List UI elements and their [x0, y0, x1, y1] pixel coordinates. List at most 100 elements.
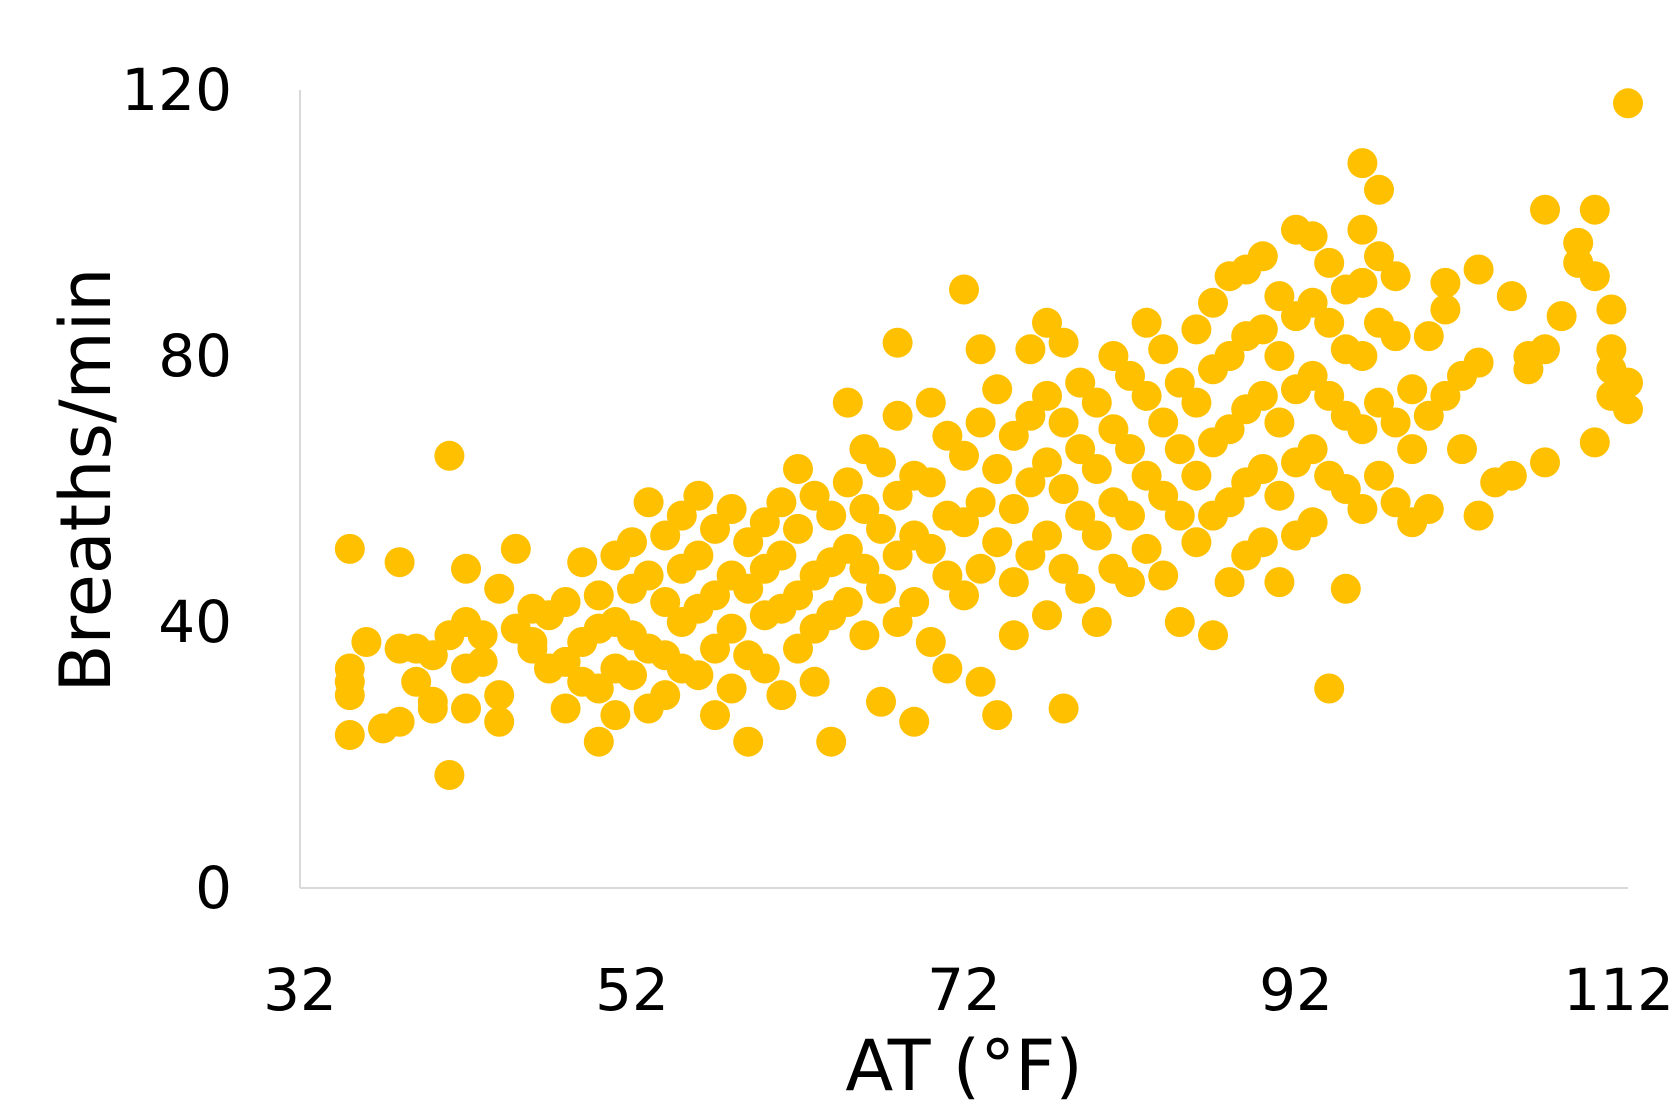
- data-point: [1148, 561, 1178, 591]
- data-point: [833, 467, 863, 497]
- data-point: [484, 707, 514, 737]
- data-point: [1314, 308, 1344, 338]
- data-point: [1082, 454, 1112, 484]
- data-point: [1347, 414, 1377, 444]
- data-point: [1015, 334, 1045, 364]
- data-point: [1414, 494, 1444, 524]
- data-point: [1181, 314, 1211, 344]
- data-point: [1049, 474, 1079, 504]
- data-point: [1248, 454, 1278, 484]
- data-point: [982, 454, 1012, 484]
- data-point: [1563, 228, 1593, 258]
- data-point: [1580, 195, 1610, 225]
- data-point: [683, 541, 713, 571]
- data-point: [1464, 501, 1494, 531]
- data-point: [434, 441, 464, 471]
- data-point: [1165, 501, 1195, 531]
- data-point: [999, 620, 1029, 650]
- data-point: [1132, 308, 1162, 338]
- data-point: [1464, 255, 1494, 285]
- data-point: [949, 275, 979, 305]
- data-point: [1397, 374, 1427, 404]
- data-point: [1148, 334, 1178, 364]
- data-point: [1049, 328, 1079, 358]
- data-point: [1264, 341, 1294, 371]
- data-point: [1347, 341, 1377, 371]
- data-point: [1264, 567, 1294, 597]
- data-point: [949, 580, 979, 610]
- data-point: [1596, 295, 1626, 325]
- y-tick-labels: 04080120: [121, 56, 232, 922]
- x-tick-label: 52: [595, 956, 669, 1024]
- data-point: [1032, 600, 1062, 630]
- data-point: [1364, 461, 1394, 491]
- data-point: [1580, 261, 1610, 291]
- data-point: [866, 514, 896, 544]
- data-point: [1132, 381, 1162, 411]
- data-point: [501, 534, 531, 564]
- data-point: [916, 388, 946, 418]
- data-point: [750, 654, 780, 684]
- data-point: [1248, 241, 1278, 271]
- data-point: [617, 660, 647, 690]
- data-point: [1165, 434, 1195, 464]
- data-point: [800, 667, 830, 697]
- data-point: [999, 494, 1029, 524]
- data-point: [484, 680, 514, 710]
- y-axis-title: Breaths/min: [45, 267, 127, 692]
- data-point: [1530, 447, 1560, 477]
- data-point: [468, 647, 498, 677]
- data-point: [1181, 461, 1211, 491]
- data-point: [1364, 175, 1394, 205]
- data-point: [1298, 221, 1328, 251]
- data-point: [484, 574, 514, 604]
- data-point: [717, 674, 747, 704]
- data-point: [1314, 674, 1344, 704]
- data-point: [1181, 527, 1211, 557]
- data-point: [1065, 574, 1095, 604]
- data-point: [766, 680, 796, 710]
- data-point: [1381, 261, 1411, 291]
- data-point: [1497, 281, 1527, 311]
- data-point: [1397, 434, 1427, 464]
- data-point: [1381, 321, 1411, 351]
- data-point: [966, 667, 996, 697]
- data-point: [932, 654, 962, 684]
- data-point: [982, 700, 1012, 730]
- data-point: [717, 494, 747, 524]
- data-point: [916, 627, 946, 657]
- data-point: [966, 487, 996, 517]
- y-tick-label: 80: [158, 322, 232, 390]
- data-point: [418, 694, 448, 724]
- data-point: [385, 707, 415, 737]
- data-point: [1298, 507, 1328, 537]
- data-point: [1115, 434, 1145, 464]
- data-point: [1165, 607, 1195, 637]
- data-point: [584, 580, 614, 610]
- data-point: [551, 587, 581, 617]
- data-point: [1264, 481, 1294, 511]
- data-point: [451, 554, 481, 584]
- data-point: [966, 334, 996, 364]
- data-point: [1032, 521, 1062, 551]
- data-point: [634, 561, 664, 591]
- data-point: [1547, 301, 1577, 331]
- data-point: [883, 401, 913, 431]
- data-point: [1464, 348, 1494, 378]
- data-point: [1082, 607, 1112, 637]
- data-point: [634, 487, 664, 517]
- data-point: [849, 620, 879, 650]
- data-point: [1248, 314, 1278, 344]
- data-point: [1264, 408, 1294, 438]
- data-points: [335, 88, 1643, 790]
- data-point: [916, 534, 946, 564]
- data-point: [1132, 534, 1162, 564]
- x-tick-label: 32: [263, 956, 337, 1024]
- data-point: [434, 760, 464, 790]
- data-point: [1430, 268, 1460, 298]
- data-point: [1347, 148, 1377, 178]
- data-point: [351, 627, 381, 657]
- data-point: [1115, 501, 1145, 531]
- data-point: [1347, 215, 1377, 245]
- data-point: [1447, 434, 1477, 464]
